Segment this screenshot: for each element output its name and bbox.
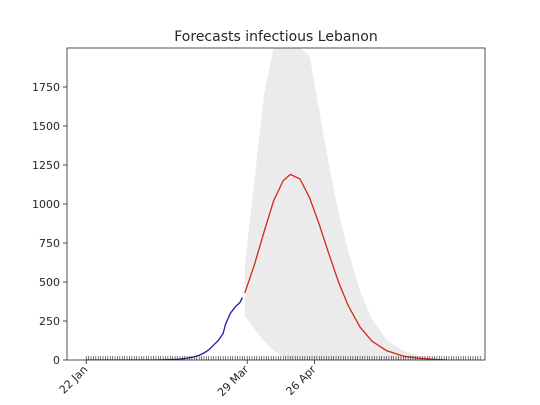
x-axis: 22 Jan 29 Mar 26 Apr [57,356,481,400]
y-axis: 0 250 500 750 1000 1250 1500 1750 [32,81,67,367]
y-tick-label: 1250 [32,159,60,172]
x-tick-label: 26 Apr [284,363,319,398]
y-tick-label: 500 [39,276,60,289]
y-tick-label: 750 [39,237,60,250]
series-line-1 [86,297,243,360]
y-tick-label: 1000 [32,198,60,211]
y-tick-label: 250 [39,315,60,328]
chart-title: Forecasts infectious Lebanon [174,29,378,45]
confidence-band [244,48,447,360]
x-tick-label: 22 Jan [57,363,91,397]
x-tick-label: 29 Mar [215,363,252,400]
y-tick-label: 1500 [32,120,60,133]
y-tick-label: 1750 [32,81,60,94]
y-tick-label: 0 [53,354,60,367]
